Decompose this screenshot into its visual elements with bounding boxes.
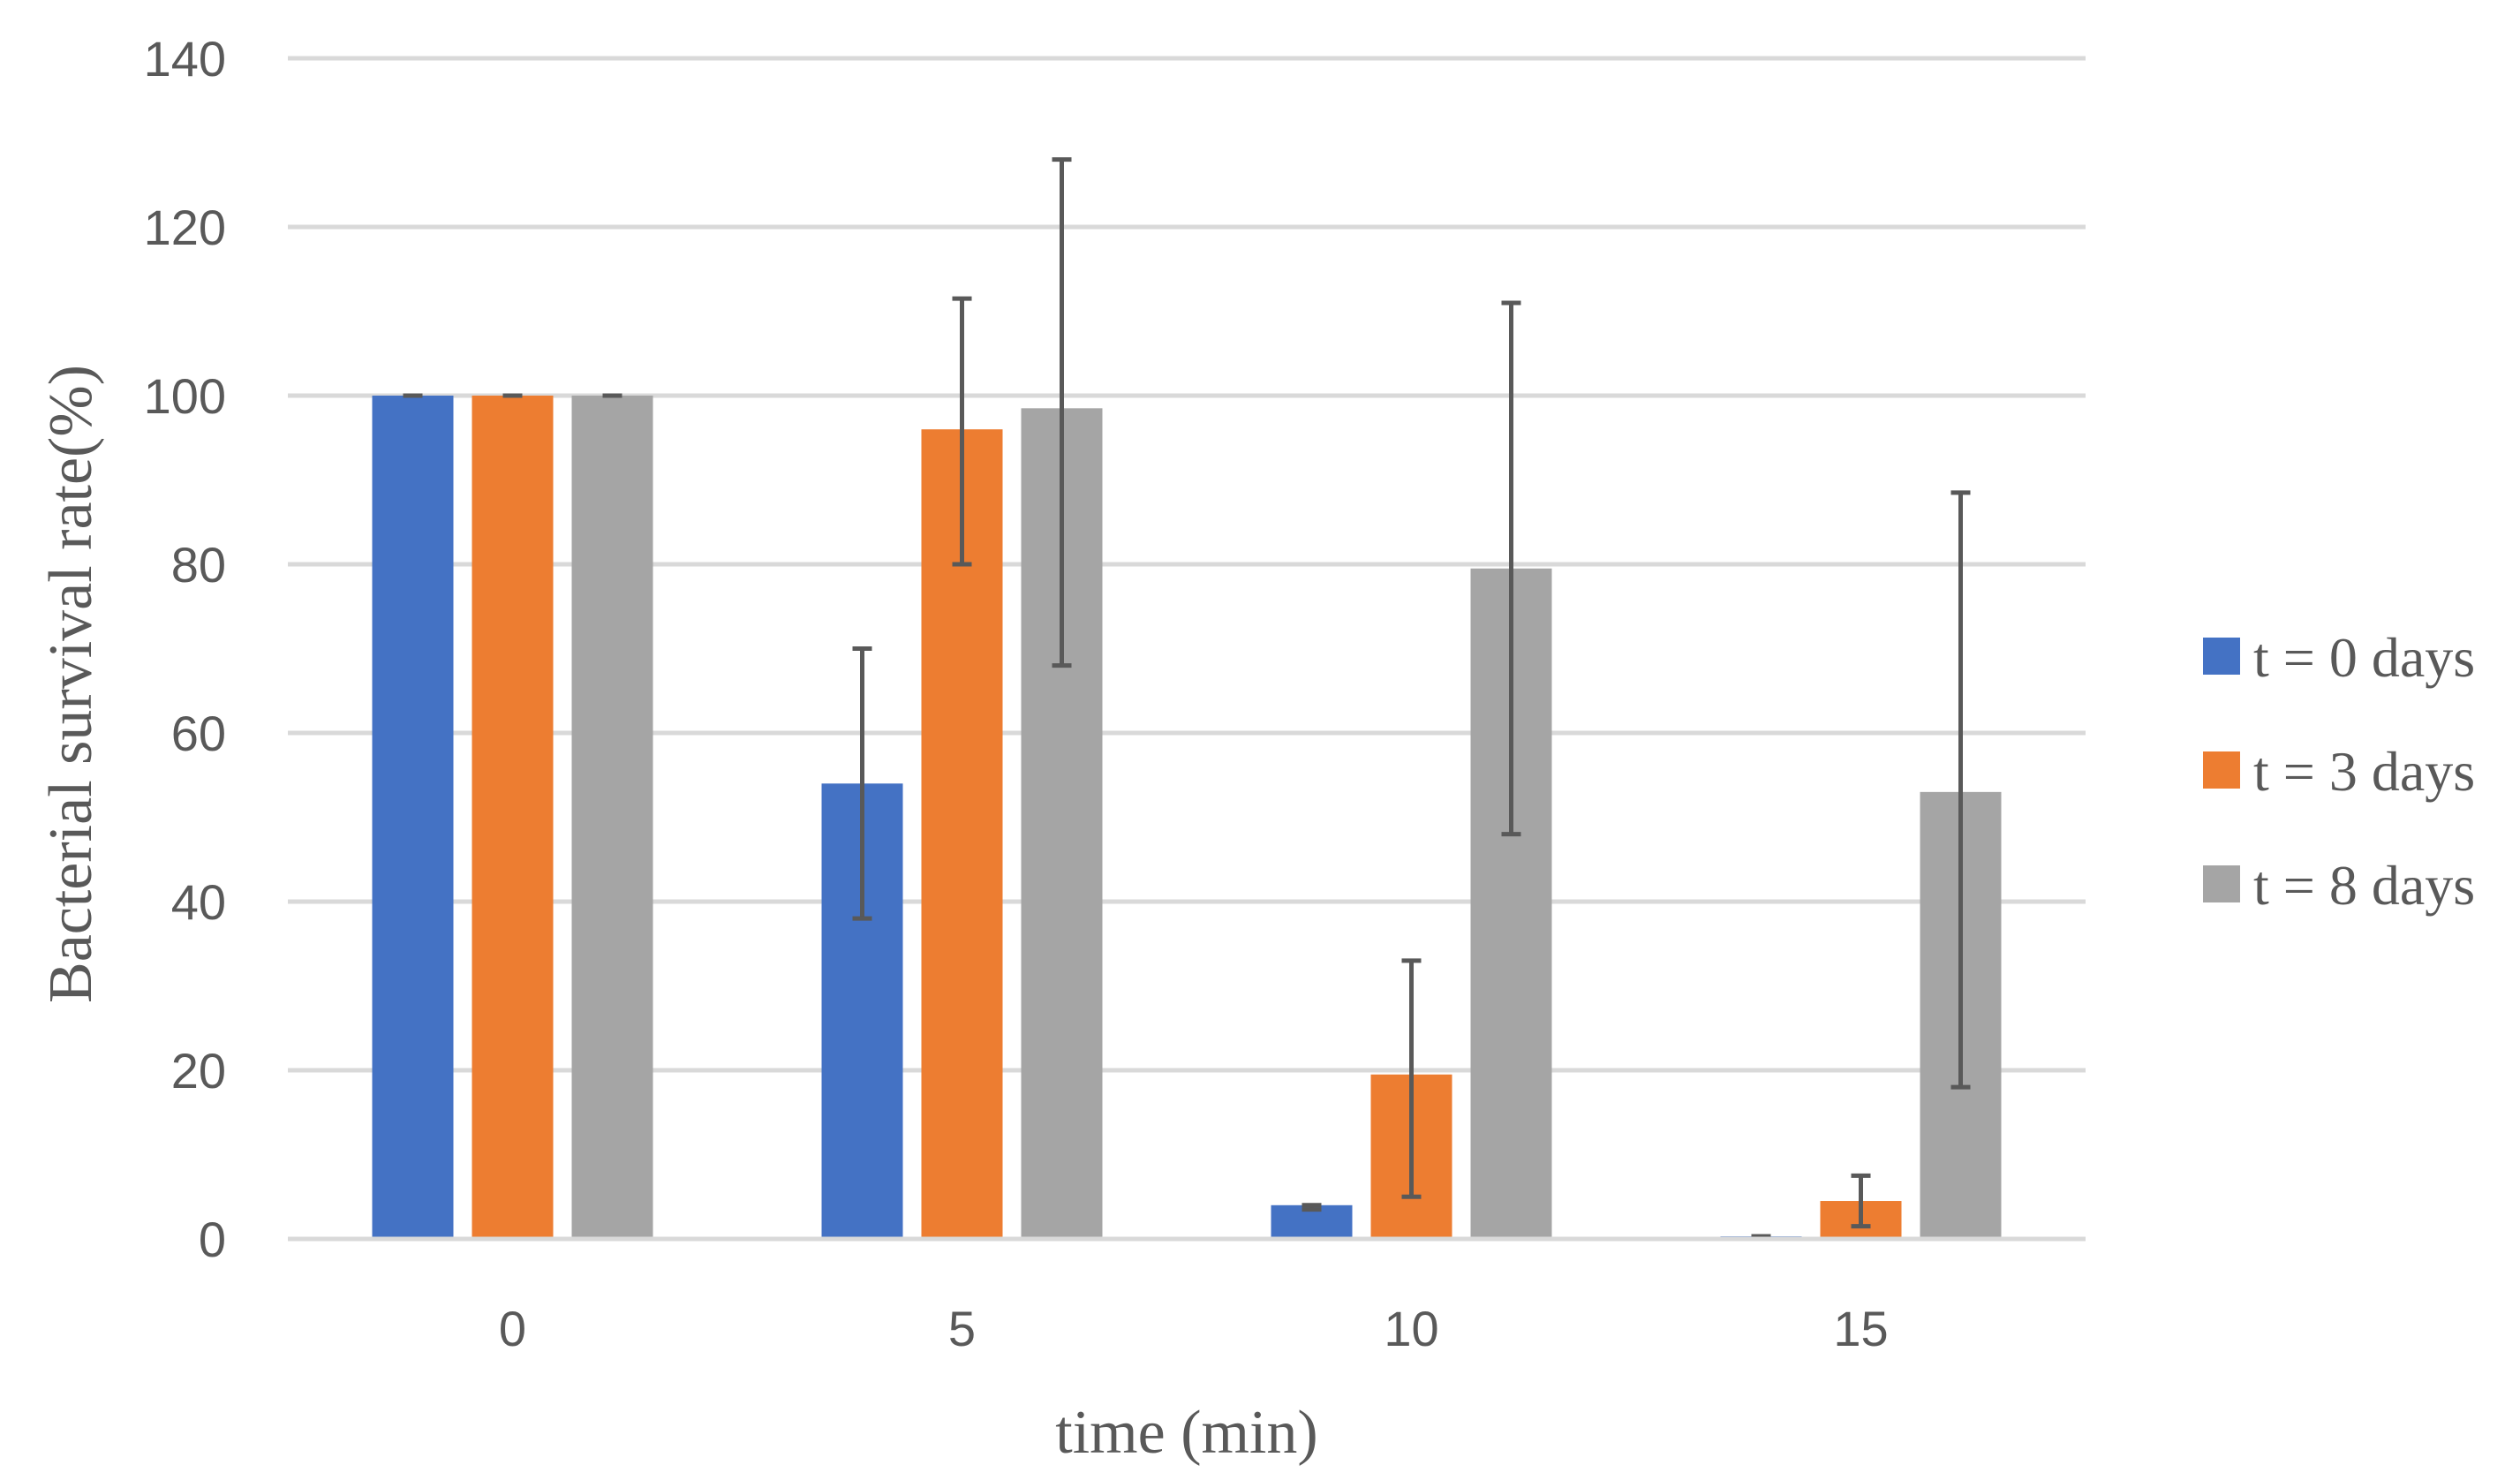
legend-swatch <box>2203 751 2240 789</box>
y-tick-label: 120 <box>144 200 226 255</box>
gridlines <box>288 56 2086 1073</box>
legend-item: t = 0 days <box>2203 626 2475 689</box>
x-axis-title: time (min) <box>1055 1399 1317 1467</box>
bars <box>372 396 2002 1239</box>
error-bar <box>1052 157 1072 668</box>
y-tick-label: 60 <box>171 706 226 761</box>
bar <box>472 396 554 1239</box>
error-bar <box>952 296 972 567</box>
error-bars <box>403 157 1971 1239</box>
y-axis-ticks: 0 20 40 60 80 100 120 140 <box>144 31 226 1267</box>
x-tick-label: 10 <box>1384 1301 1438 1356</box>
y-axis-title: Bacterial survival rate(%) <box>37 365 105 1003</box>
x-tick-label: 0 <box>499 1301 526 1356</box>
legend-swatch <box>2203 638 2240 675</box>
legend-label: t = 0 days <box>2253 626 2475 689</box>
x-tick-label: 5 <box>948 1301 976 1356</box>
y-tick-label: 20 <box>171 1043 226 1099</box>
bar <box>571 396 653 1239</box>
y-tick-label: 80 <box>171 537 226 593</box>
error-bar <box>1301 1203 1322 1212</box>
bar <box>372 396 454 1239</box>
error-bar <box>1851 1173 1871 1229</box>
error-bar <box>1950 490 1971 1090</box>
y-tick-label: 0 <box>199 1212 226 1267</box>
legend-label: t = 8 days <box>2253 854 2475 917</box>
legend-item: t = 8 days <box>2203 854 2475 917</box>
error-bar <box>1401 958 1422 1199</box>
y-tick-label: 140 <box>144 31 226 87</box>
x-axis-ticks: 0 5 10 15 <box>499 1301 1889 1356</box>
error-bar <box>1501 300 1521 837</box>
y-tick-label: 100 <box>144 368 226 424</box>
error-bar <box>852 646 872 921</box>
legend-swatch <box>2203 865 2240 902</box>
legend: t = 0 days t = 3 days t = 8 days <box>2203 626 2475 917</box>
x-tick-label: 15 <box>1833 1301 1888 1356</box>
y-tick-label: 40 <box>171 874 226 930</box>
legend-label: t = 3 days <box>2253 740 2475 803</box>
legend-item: t = 3 days <box>2203 740 2475 803</box>
